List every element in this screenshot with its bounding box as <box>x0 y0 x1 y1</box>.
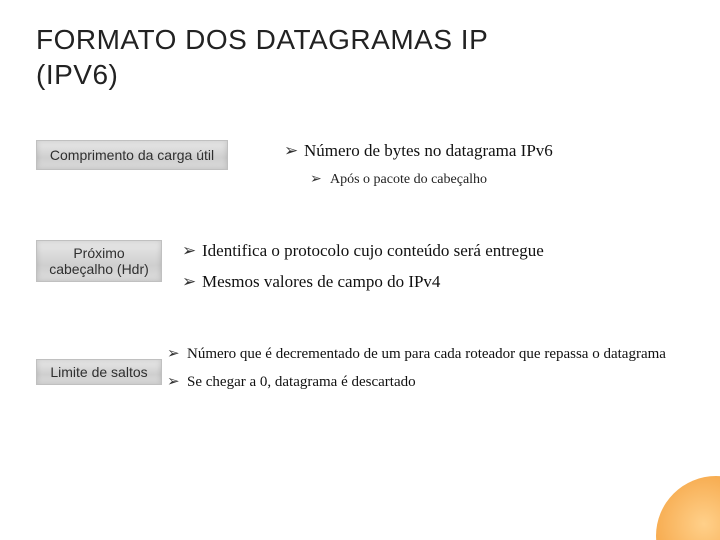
content-payload-length: Número de bytes no datagrama IPv6 Após o… <box>228 140 684 198</box>
label-next-header: Próximo cabeçalho (Hdr) <box>36 240 162 282</box>
list-item: Se chegar a 0, datagrama é descartado <box>167 372 684 392</box>
title-line-2: (IPV6) <box>36 59 118 90</box>
bullet-text: Identifica o protocolo cujo conteúdo ser… <box>202 241 544 260</box>
slide: FORMATO DOS DATAGRAMAS IP (IPV6) Comprim… <box>0 0 720 540</box>
bullet-text: Número de bytes no datagrama IPv6 <box>304 141 553 160</box>
list-item: Identifica o protocolo cujo conteúdo ser… <box>182 240 684 263</box>
bullet-text: Após o pacote do cabeçalho <box>330 172 487 187</box>
bullet-text: Se chegar a 0, datagrama é descartado <box>187 374 416 390</box>
section-next-header: Próximo cabeçalho (Hdr) Identifica o pro… <box>36 240 684 302</box>
list-item: Após o pacote do cabeçalho <box>310 171 684 190</box>
content-next-header: Identifica o protocolo cujo conteúdo ser… <box>162 240 684 302</box>
label-line-2: cabeçalho (Hdr) <box>49 261 149 277</box>
title-line-1: FORMATO DOS DATAGRAMAS IP <box>36 24 488 55</box>
list-item: Número que é decrementado de um para cad… <box>167 344 684 364</box>
bullet-text: Mesmos valores de campo do IPv4 <box>202 272 440 291</box>
label-payload-length: Comprimento da carga útil <box>36 140 228 170</box>
label-line-1: Próximo <box>73 245 124 261</box>
content-hop-limit: Número que é decrementado de um para cad… <box>162 344 684 401</box>
section-payload-length: Comprimento da carga útil Número de byte… <box>36 140 684 198</box>
decorative-corner-circle <box>656 476 720 540</box>
list-item: Mesmos valores de campo do IPv4 <box>182 271 684 294</box>
label-hop-limit: Limite de saltos <box>36 359 162 385</box>
list-item: Número de bytes no datagrama IPv6 Após o… <box>284 140 684 190</box>
bullet-text: Número que é decrementado de um para cad… <box>187 346 666 362</box>
page-title: FORMATO DOS DATAGRAMAS IP (IPV6) <box>36 22 684 92</box>
section-hop-limit: Limite de saltos Número que é decrementa… <box>36 344 684 401</box>
